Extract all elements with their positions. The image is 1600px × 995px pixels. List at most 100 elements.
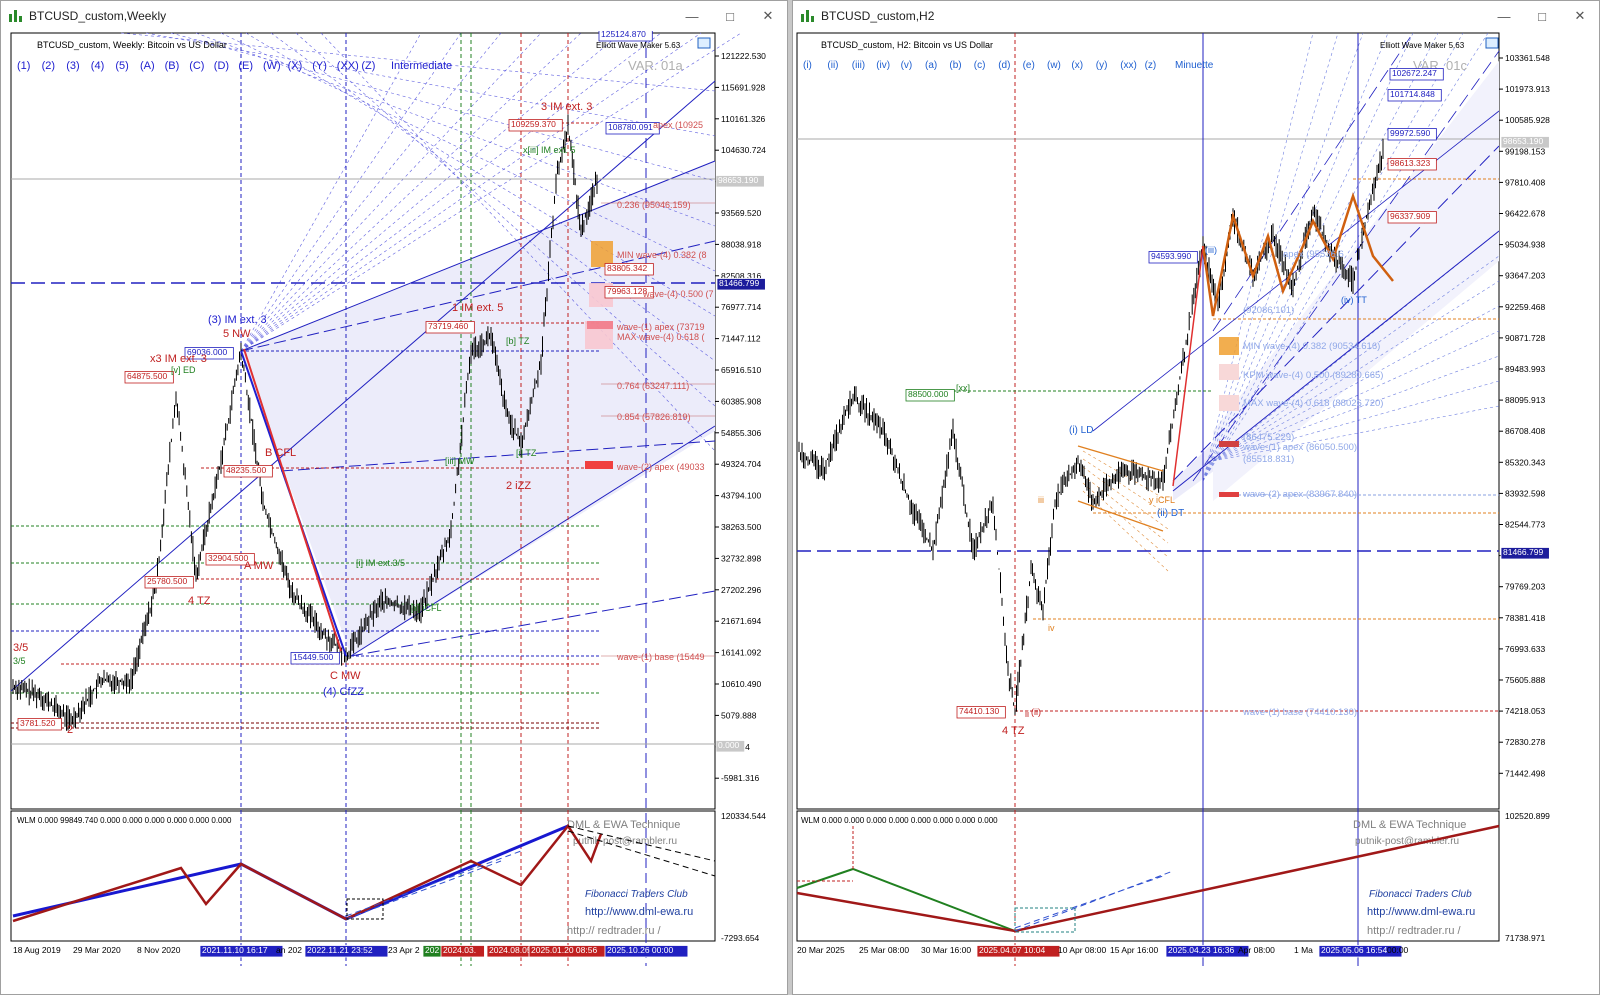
time-axis-label-9: 2025.05.06 16:54: [1321, 945, 1387, 955]
weekly-chart-canvas[interactable]: BTCUSD_custom, Weekly: Bitcoin vs US Dol…: [1, 31, 787, 994]
wave-button-0[interactable]: (i): [803, 60, 812, 71]
wave-button-7[interactable]: (C): [189, 60, 204, 72]
zero-price-box: [715, 740, 746, 753]
wave-label-2: (iii): [1205, 245, 1217, 255]
variant-label: VAR. 01a: [628, 58, 683, 73]
wave-button-4[interactable]: (v): [901, 60, 913, 71]
wave-button-2[interactable]: (3): [66, 60, 79, 72]
wave-label-9: C MW: [330, 670, 361, 682]
wave-button-11[interactable]: (x): [1071, 60, 1083, 71]
chart-icon: [801, 10, 815, 22]
wave-button-2[interactable]: (iii): [852, 60, 865, 71]
wave-label-10: y iCFL: [1149, 495, 1175, 505]
credit-4: http:// redtrader.ru /: [1367, 925, 1461, 937]
hat-icon[interactable]: [697, 37, 711, 49]
price-box-2-box: [1387, 128, 1437, 141]
wave-button-14[interactable]: (Z): [361, 60, 375, 72]
wave-button-3[interactable]: (4): [91, 60, 104, 72]
wave-button-10[interactable]: (w): [1047, 60, 1061, 71]
indicator-values: WLM 0.000 99849.740 0.000 0.000 0.000 0.…: [17, 816, 232, 825]
wave-button-1[interactable]: (ii): [827, 60, 838, 71]
price-axis-tick-21: 5079.888: [721, 710, 757, 720]
wave-button-7[interactable]: (c): [974, 60, 986, 71]
wave-button-5[interactable]: (a): [925, 60, 937, 71]
ind-axis-top: 120334.544: [721, 811, 766, 821]
time-axis-label-1: 25 Mar 08:00: [859, 945, 909, 955]
maximize-icon[interactable]: □: [726, 8, 734, 24]
wave-button-4[interactable]: (5): [115, 60, 128, 72]
wave-button-14[interactable]: (z): [1145, 60, 1157, 71]
weekly-window-titlebar[interactable]: BTCUSD_custom,Weekly — □ ✕: [1, 1, 787, 31]
fib-label-4: wave-(1) apex (73719: [616, 322, 705, 332]
price-box-4: 64875.500: [127, 371, 167, 381]
fib-label-0: apex (95536.6: [1283, 249, 1344, 260]
wave-button-9[interactable]: (e): [1023, 60, 1035, 71]
time-axis-label-5: 15 Apr 16:00: [1110, 945, 1158, 955]
price-box-4: 96337.909: [1390, 211, 1430, 221]
wave-button-3[interactable]: (iv): [876, 60, 890, 71]
wave-label-1: x[iii] IM ext. 5: [523, 145, 576, 155]
price-box-3-box: [1387, 158, 1437, 171]
credit-2: Fibonacci Traders Club: [585, 889, 688, 900]
price-box-7-box: [956, 706, 1006, 719]
price-axis-tick-14: 83932.598: [1505, 488, 1545, 498]
minimize-icon[interactable]: —: [685, 8, 699, 24]
price-box-8-box: [223, 465, 273, 478]
hat-icon[interactable]: [1485, 37, 1499, 49]
close-icon[interactable]: ✕: [762, 8, 774, 23]
wave-button-0[interactable]: (1): [17, 60, 30, 72]
price-axis-tick-8: 76977.714: [721, 302, 761, 312]
window-title: BTCUSD_custom,Weekly: [29, 9, 167, 23]
fib-label-7: (85518.831): [1243, 454, 1294, 465]
price-box-2: 108780.091: [608, 122, 653, 132]
wave-label-5: (ii): [1031, 707, 1041, 717]
wave-label-8: iv: [1048, 623, 1055, 633]
time-axis-label-11-box: [604, 945, 689, 958]
fib-label-8: wave-(2) apex (83967.840): [1242, 489, 1357, 500]
wave-label-4: 5 NW: [223, 328, 251, 340]
h2-window-titlebar[interactable]: BTCUSD_custom,H2 — □ ✕: [793, 1, 1599, 31]
wave-button-10[interactable]: (W): [263, 60, 281, 72]
time-axis-label-7: 202: [425, 945, 439, 955]
wave-button-11[interactable]: (X): [288, 60, 303, 72]
minimize-icon[interactable]: —: [1497, 8, 1511, 24]
credit-3: http://www.dml-ewa.ru: [1367, 906, 1475, 918]
maximize-icon[interactable]: □: [1538, 8, 1546, 24]
price-axis-tick-3: 104630.724: [721, 145, 766, 155]
wave-label-5: x3 IM ext. 3: [150, 353, 207, 365]
price-axis-tick-1: 101973.913: [1505, 84, 1550, 94]
hline-price: 81466.799: [1503, 547, 1543, 557]
wave-button-1[interactable]: (2): [42, 60, 55, 72]
price-axis-tick-14: 43794.100: [721, 491, 761, 501]
wave-button-12[interactable]: (Y): [312, 60, 327, 72]
wave-button-6[interactable]: (B): [165, 60, 180, 72]
wave-label-4: 4 TZ: [1002, 725, 1025, 737]
chart-icon: [9, 10, 23, 22]
degree-label: Minuette: [1175, 60, 1214, 71]
credit-0: DML & EWA Technique: [1353, 819, 1466, 831]
wave-button-6[interactable]: (b): [949, 60, 961, 71]
price-box-0: 125124.870: [601, 31, 646, 39]
close-icon[interactable]: ✕: [1574, 8, 1586, 23]
fib-label-5: (86475.229): [1243, 432, 1294, 443]
wave-button-13[interactable]: (xx): [1120, 60, 1137, 71]
wave-button-13[interactable]: (XX): [337, 60, 359, 72]
h2-chart-canvas[interactable]: BTCUSD_custom, H2: Bitcoin vs US Dollar E…: [793, 31, 1599, 994]
wave-label-17: [v] ED: [171, 365, 196, 375]
price-box-11-box: [290, 652, 340, 665]
price-axis-tick-17: 27202.296: [721, 585, 761, 595]
wave-button-9[interactable]: (E): [238, 60, 253, 72]
wave-label-10: (4) CfZZ: [323, 686, 364, 698]
wave-button-8[interactable]: (d): [998, 60, 1010, 71]
fib-label-7: 0.854 (57826.819): [617, 412, 691, 422]
h2-chart-window: BTCUSD_custom,H2 — □ ✕: [792, 0, 1600, 995]
wave-button-5[interactable]: (A): [140, 60, 155, 72]
wave-label-9: ii: [1025, 709, 1029, 719]
wave-button-12[interactable]: (y): [1096, 60, 1108, 71]
wave-label-6: [xx]: [956, 383, 970, 393]
time-axis-label-1: 29 Mar 2020: [73, 945, 121, 955]
wave-button-8[interactable]: (D): [214, 60, 229, 72]
price-box-6: 88500.000: [908, 389, 948, 399]
price-axis-tick-12: 86708.408: [1505, 426, 1545, 436]
price-axis-tick-12: 54855.306: [721, 428, 761, 438]
